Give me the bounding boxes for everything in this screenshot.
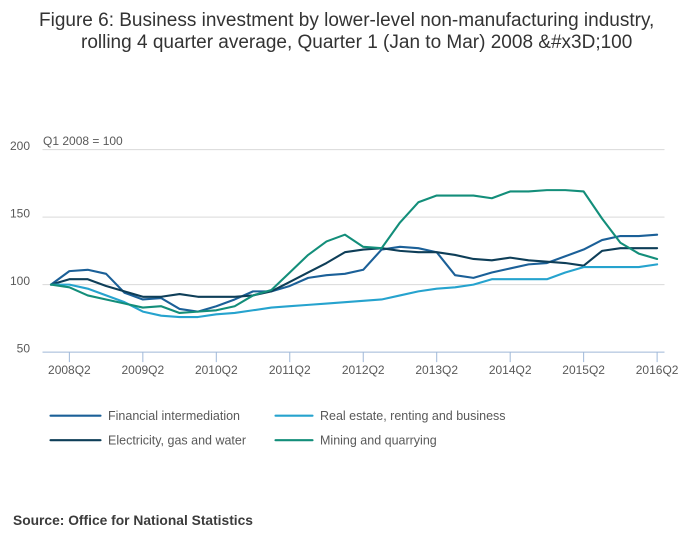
svg-text:200: 200 (10, 139, 30, 153)
svg-text:2016Q2: 2016Q2 (636, 363, 679, 377)
svg-text:50: 50 (17, 342, 31, 356)
svg-text:Mining and quarrying: Mining and quarrying (320, 433, 437, 447)
svg-text:2015Q2: 2015Q2 (562, 363, 605, 377)
svg-text:Real estate, renting and busin: Real estate, renting and business (320, 409, 506, 423)
svg-text:2008Q2: 2008Q2 (48, 363, 91, 377)
svg-text:Financial intermediation: Financial intermediation (108, 409, 240, 423)
svg-text:Electricity, gas and water: Electricity, gas and water (108, 433, 246, 447)
svg-text:2012Q2: 2012Q2 (342, 363, 385, 377)
svg-text:Q1 2008 = 100: Q1 2008 = 100 (43, 134, 123, 148)
svg-text:100: 100 (10, 274, 30, 288)
svg-text:2011Q2: 2011Q2 (269, 363, 311, 377)
svg-text:150: 150 (10, 207, 30, 221)
svg-text:2010Q2: 2010Q2 (195, 363, 238, 377)
svg-text:2009Q2: 2009Q2 (121, 363, 164, 377)
svg-text:2013Q2: 2013Q2 (415, 363, 458, 377)
svg-text:2014Q2: 2014Q2 (489, 363, 532, 377)
